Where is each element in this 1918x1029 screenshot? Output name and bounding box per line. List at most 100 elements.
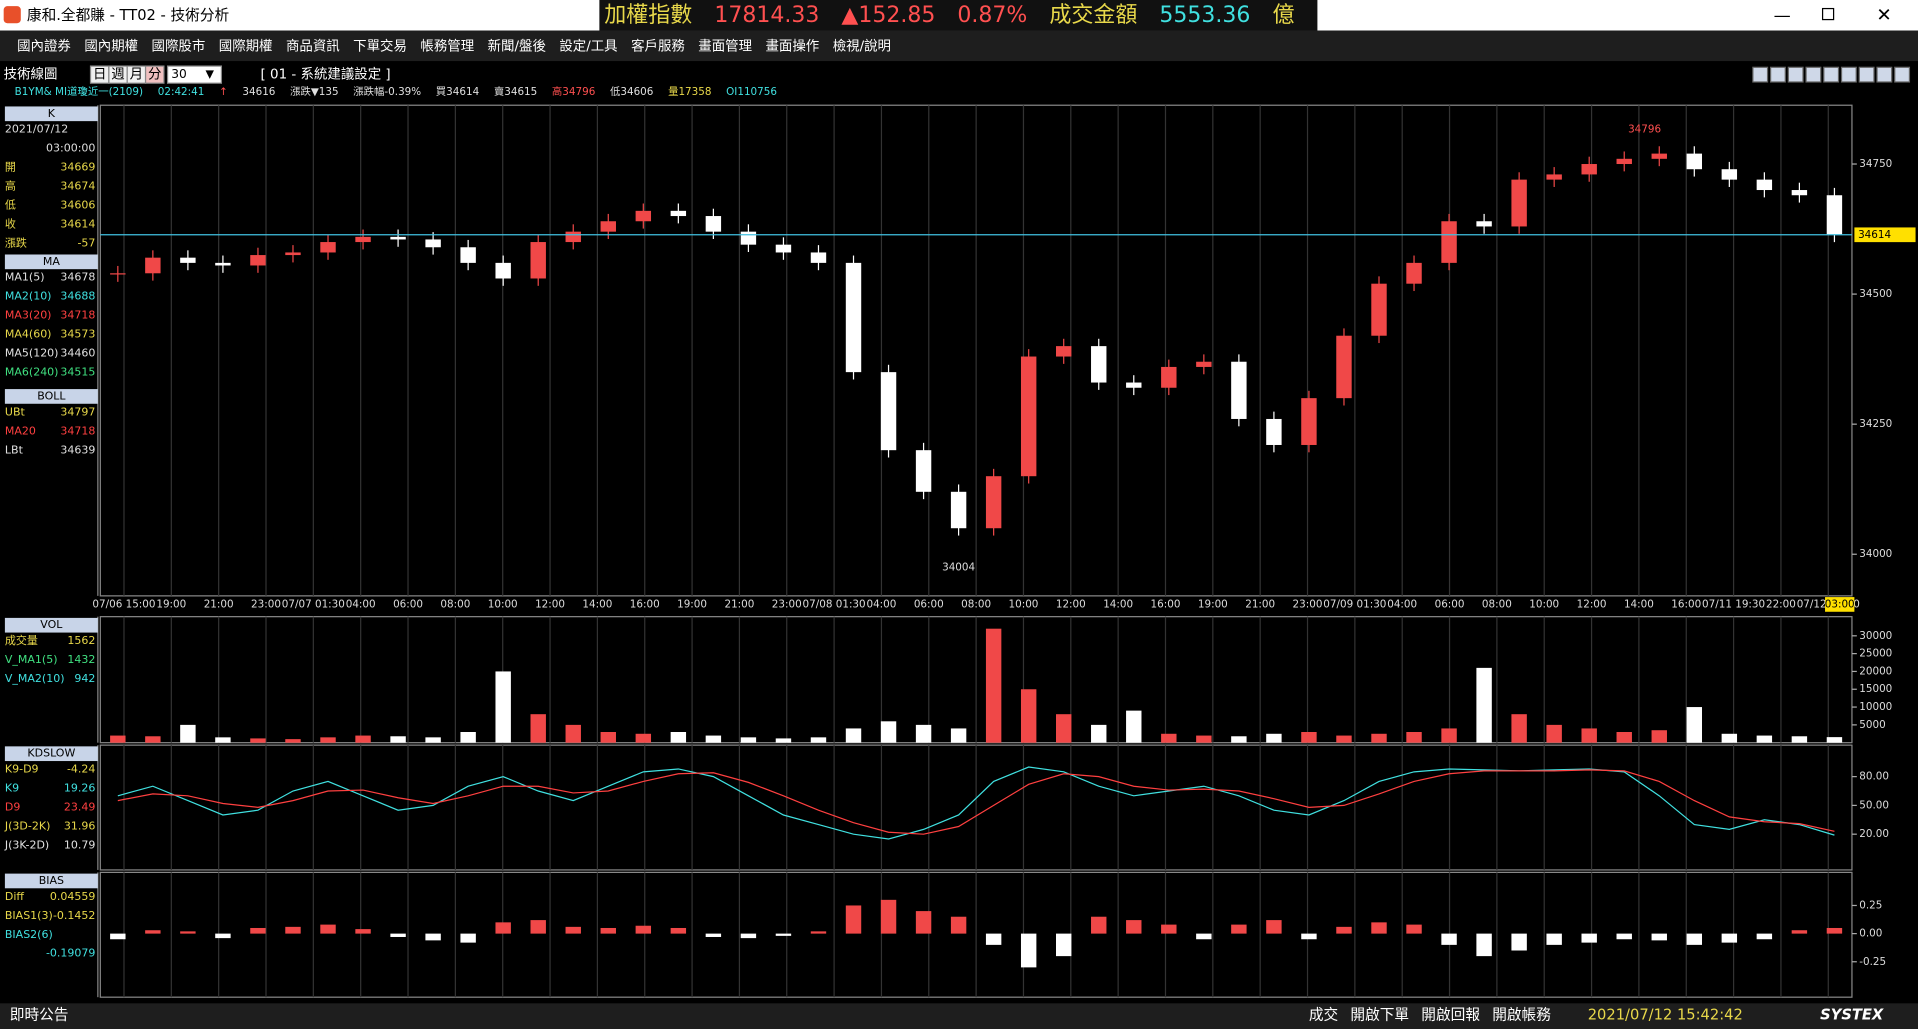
x-tick-label: 21:00: [724, 598, 754, 610]
candle: [1231, 361, 1247, 419]
menu-item[interactable]: 國內期權: [84, 38, 138, 54]
candle: [285, 252, 301, 256]
volume-bar: [1441, 728, 1457, 743]
tool-icon[interactable]: [1805, 66, 1822, 83]
indicator-label: J(3K-2D): [4, 838, 49, 851]
volume-bar: [915, 724, 932, 743]
candle: [1791, 190, 1808, 196]
indicator-label: MA5(120): [5, 347, 59, 360]
menu-item[interactable]: 畫面操作: [766, 38, 820, 54]
indicator-value: -0.1452: [53, 909, 95, 922]
candle: [355, 236, 371, 243]
bias-bar: [1651, 933, 1667, 941]
indicator-label: V_MA1(5): [5, 653, 58, 666]
tool-icon[interactable]: [1840, 66, 1857, 83]
tool-icon[interactable]: [1823, 66, 1840, 83]
tool-icon[interactable]: [1876, 66, 1893, 83]
volume-bar: [845, 728, 862, 743]
ticker-item: 0.87%: [957, 3, 1027, 28]
ticker-item: 加權指數: [604, 3, 692, 28]
bias-bar: [1476, 933, 1492, 957]
tool-icon[interactable]: [1894, 66, 1911, 83]
x-tick-label: 07/06 15:00: [92, 598, 155, 610]
bias-bar: [495, 922, 511, 934]
x-tick-label: 04:00: [1387, 598, 1417, 610]
indicator-value: 942: [74, 672, 95, 685]
volume-bar: [530, 714, 546, 743]
bias-bar: [1581, 933, 1597, 943]
menu-item[interactable]: 下單交易: [353, 37, 407, 54]
bias-bar: [110, 933, 126, 940]
interval-value[interactable]: 30: [171, 67, 187, 81]
y-tick-label: 25000: [1859, 648, 1892, 660]
menu-item[interactable]: 國際期權: [219, 38, 273, 54]
volume-bar: [1616, 732, 1632, 743]
indicator-label: 高: [5, 179, 16, 193]
candle: [950, 491, 967, 529]
candle: [1546, 174, 1562, 180]
status-button[interactable]: 開啟帳務: [1492, 1007, 1551, 1024]
menu-item[interactable]: 國際股市: [152, 37, 206, 54]
period-label[interactable]: 日: [93, 68, 106, 83]
bias-bar: [460, 933, 476, 943]
status-button[interactable]: 開啟回報: [1421, 1007, 1480, 1024]
y-tick-label: 34750: [1859, 158, 1892, 170]
volume-bar: [1546, 724, 1562, 743]
menu-item[interactable]: 國內證券: [17, 37, 71, 54]
volume-bar: [460, 732, 476, 743]
quote-item: 賣34615: [494, 85, 537, 98]
bias-bar: [1616, 933, 1632, 940]
period-label[interactable]: 週: [111, 67, 124, 83]
minimize[interactable]: —: [1774, 6, 1791, 26]
bias-bar: [1091, 916, 1107, 934]
candle: [845, 262, 862, 373]
panel-header: [4, 617, 98, 633]
close[interactable]: ✕: [1876, 5, 1891, 26]
high-annotation: 34796: [1628, 124, 1661, 136]
candle: [1826, 195, 1843, 235]
tool-icon[interactable]: [1787, 66, 1804, 83]
bias-bar: [1791, 930, 1808, 934]
quote-item: 34616: [242, 86, 275, 98]
tool-icon[interactable]: [1752, 66, 1769, 83]
period-label[interactable]: 分: [148, 67, 161, 83]
status-button[interactable]: 成交: [1309, 1006, 1339, 1024]
bias-bar: [1546, 933, 1562, 945]
indicator-value: 34718: [60, 424, 95, 437]
tool-icon[interactable]: [1858, 66, 1875, 83]
status-button[interactable]: 開啟下單: [1350, 1007, 1409, 1024]
x-tick-label: 14:00: [1103, 598, 1133, 610]
menu-item[interactable]: 畫面管理: [698, 38, 752, 54]
menu-item[interactable]: 客戶服務: [631, 37, 685, 54]
indicator-label: 低: [5, 199, 16, 212]
indicator-value: 1432: [67, 653, 95, 666]
indicator-label: UBt: [5, 405, 26, 418]
volume-bar: [285, 739, 301, 743]
bias-bar: [1511, 933, 1527, 951]
indicator-value: 19.26: [64, 782, 95, 795]
indicator-value: 31.96: [64, 820, 95, 833]
select-arrow[interactable]: ▼: [206, 68, 215, 81]
tool-icon[interactable]: [1769, 66, 1786, 83]
volume-bar: [495, 671, 511, 743]
y-tick-label: 50.00: [1859, 799, 1889, 811]
candle: [985, 476, 1002, 529]
volume-bar: [1336, 735, 1352, 743]
indicator-value: 34460: [60, 347, 95, 360]
candle: [670, 210, 687, 217]
indicator-value: 34573: [60, 328, 95, 341]
period-button[interactable]: [144, 65, 165, 84]
menu-item[interactable]: 帳務管理: [420, 38, 474, 54]
menu-item[interactable]: 新聞/盤後: [488, 38, 547, 54]
indicator-value: 23.49: [64, 801, 95, 814]
interval-select[interactable]: [166, 65, 223, 84]
indicator-label: Diff: [5, 890, 25, 903]
maximize[interactable]: [1821, 7, 1835, 21]
menu-item[interactable]: 商品資訊: [286, 38, 340, 54]
candle: [600, 221, 616, 232]
menu-item[interactable]: 設定/工具: [559, 38, 617, 54]
x-tick-label: 14:00: [582, 598, 612, 610]
candle: [460, 247, 476, 263]
period-label[interactable]: 月: [130, 68, 143, 83]
menu-item[interactable]: 檢視/說明: [833, 37, 891, 54]
